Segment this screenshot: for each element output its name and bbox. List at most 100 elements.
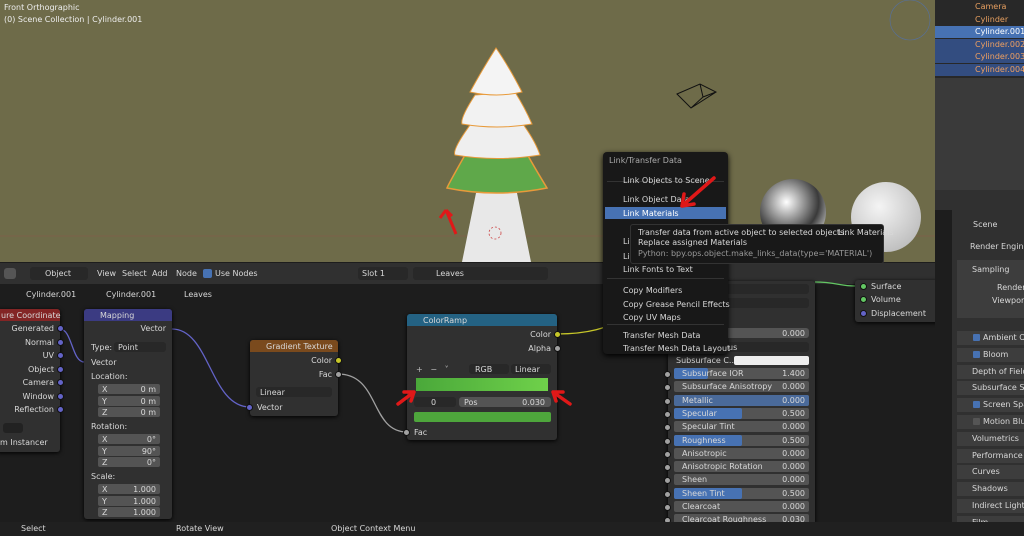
panel-header[interactable]: Motion Blur <box>983 417 1024 426</box>
menu[interactable]: View <box>97 269 116 278</box>
vector-field[interactable] <box>98 445 160 456</box>
color-mode[interactable]: RGB <box>475 365 493 374</box>
type-dropdown[interactable] <box>114 342 166 352</box>
slider[interactable] <box>674 501 809 512</box>
panel-header[interactable]: Volumetrics <box>972 433 1019 443</box>
vector-field[interactable] <box>98 384 160 394</box>
panel-header[interactable]: Performance <box>972 450 1023 460</box>
slider-value[interactable]: 0.000 <box>782 382 805 392</box>
vector-field[interactable] <box>98 407 160 417</box>
texture-coordinate-node[interactable]: ure Coordinate m Instancer Generated Norm… <box>0 309 64 452</box>
object-field[interactable] <box>3 423 23 433</box>
menu-item[interactable]: Lin <box>623 237 635 246</box>
outliner-item[interactable]: Cylinder.001 <box>975 27 1024 36</box>
slider[interactable] <box>674 474 809 486</box>
dropdown[interactable] <box>674 342 809 352</box>
vector-field[interactable] <box>98 484 160 494</box>
slider-value[interactable]: 0.500 <box>782 435 805 445</box>
menu-item[interactable]: Link Materials <box>623 209 679 218</box>
slider-value[interactable]: 0.000 <box>782 448 805 458</box>
slider[interactable] <box>674 368 809 379</box>
slider[interactable] <box>674 514 809 526</box>
menu-item[interactable]: Transfer Mesh Data <box>623 331 701 340</box>
principled-bsdf-node[interactable]: 0.000 us Subsurface C... Subsurface IOR 1… <box>664 281 815 526</box>
menu-item[interactable]: Lin <box>623 252 635 261</box>
axis-value[interactable]: 90° <box>141 446 156 456</box>
panel-header[interactable]: Sampling <box>972 265 1010 274</box>
slider[interactable] <box>674 421 809 433</box>
outliner-item[interactable]: Cylinder.002 <box>975 39 1024 49</box>
mode[interactable]: Linear <box>260 388 285 397</box>
outliner-item[interactable]: Camera <box>975 2 1007 11</box>
color-mode-dropdown[interactable] <box>469 364 509 374</box>
material-output-node[interactable]: Surface Volume Displacement <box>855 280 945 322</box>
axis-value[interactable]: 1.000 <box>133 496 156 506</box>
pos-field[interactable] <box>459 397 551 407</box>
slot[interactable]: Slot 1 <box>362 269 385 278</box>
color-ramp-node[interactable]: ColorRamp Color Alpha + − ˅ RGB Linear 0… <box>403 314 561 440</box>
menu-item[interactable]: Copy Grease Pencil Effects <box>623 300 730 309</box>
slider[interactable] <box>674 381 809 393</box>
type[interactable]: Point <box>118 343 138 352</box>
mode-dropdown[interactable] <box>256 387 332 397</box>
outliner-item[interactable]: Cylinder.004 <box>975 64 1024 74</box>
mapping-node[interactable]: Mapping Vector Type: Point Vector Locati… <box>84 309 172 519</box>
material-field[interactable] <box>413 267 548 280</box>
editor-type[interactable] <box>4 268 16 279</box>
use-nodes[interactable]: Use Nodes <box>215 269 258 278</box>
value-field[interactable] <box>674 328 809 338</box>
slider-value[interactable]: 0.000 <box>782 395 805 405</box>
dropdown-value[interactable]: us <box>728 343 738 352</box>
panel-header[interactable]: Shadows <box>972 484 1008 494</box>
panel-header[interactable]: Ambient Occ <box>983 333 1024 342</box>
checkbox[interactable] <box>203 269 212 278</box>
material[interactable]: Leaves <box>436 269 464 278</box>
vector-field[interactable] <box>98 434 160 444</box>
pos[interactable]: 0.030 <box>522 398 545 407</box>
slider[interactable] <box>674 461 809 473</box>
menu-item[interactable]: Link Objects to Scene <box>623 176 710 185</box>
axis-value[interactable]: 0 m <box>140 385 156 394</box>
slider[interactable] <box>674 407 809 419</box>
outliner-item[interactable]: Cylinder <box>975 14 1009 24</box>
menu-item[interactable]: Link Object Data <box>623 195 690 204</box>
slider-value[interactable]: 0.500 <box>782 488 805 498</box>
slider-value[interactable]: 1.400 <box>782 369 805 378</box>
vector-field[interactable] <box>98 507 160 517</box>
slider-value[interactable]: 0.500 <box>782 408 805 418</box>
axis-value[interactable]: 1.000 <box>133 508 156 517</box>
panel-header[interactable]: Depth of Field <box>972 366 1024 376</box>
slider-value[interactable]: 0.030 <box>782 515 805 525</box>
panel-header[interactable]: Subsurface Sca <box>972 383 1024 393</box>
menu[interactable]: Node <box>176 269 197 278</box>
checkbox[interactable] <box>973 418 980 425</box>
axis-value[interactable]: 0° <box>146 458 156 467</box>
menu-item[interactable]: Link Fonts to Text <box>623 265 693 274</box>
axis-value[interactable]: 0 m <box>140 408 156 417</box>
slider-value[interactable]: 0.000 <box>782 462 805 472</box>
slider[interactable] <box>674 487 809 499</box>
checkbox[interactable] <box>973 334 980 341</box>
axis-value[interactable]: 1.000 <box>133 485 156 494</box>
index-field[interactable] <box>414 397 456 407</box>
outliner-item[interactable]: Cylinder.003 <box>975 52 1024 61</box>
panel-header[interactable]: Bloom <box>983 349 1009 359</box>
ramp[interactable] <box>416 378 548 391</box>
menu-item[interactable]: Copy UV Maps <box>623 313 681 322</box>
interpolation-dropdown[interactable] <box>511 364 551 374</box>
mode-dropdown[interactable] <box>30 267 88 280</box>
vector-field[interactable] <box>98 395 160 406</box>
color-swatch[interactable] <box>734 356 809 365</box>
slider-value[interactable]: 0.000 <box>782 422 805 432</box>
value[interactable]: 0.000 <box>782 329 805 338</box>
gradient-texture-node[interactable]: Gradient Texture Color Fac Linear Vector <box>246 340 342 416</box>
menu[interactable]: Select <box>122 269 147 278</box>
interpolation[interactable]: Linear <box>515 365 540 374</box>
slider-value[interactable]: 0.000 <box>782 502 805 511</box>
panel-header[interactable]: Indirect Lightin <box>972 501 1024 510</box>
menu-item[interactable]: Transfer Mesh Data Layout <box>623 344 731 353</box>
slider-value[interactable]: 0.000 <box>782 475 805 485</box>
index[interactable]: 0 <box>431 398 437 407</box>
vector-field[interactable] <box>98 495 160 506</box>
menu-item[interactable]: Copy Modifiers <box>623 286 683 295</box>
